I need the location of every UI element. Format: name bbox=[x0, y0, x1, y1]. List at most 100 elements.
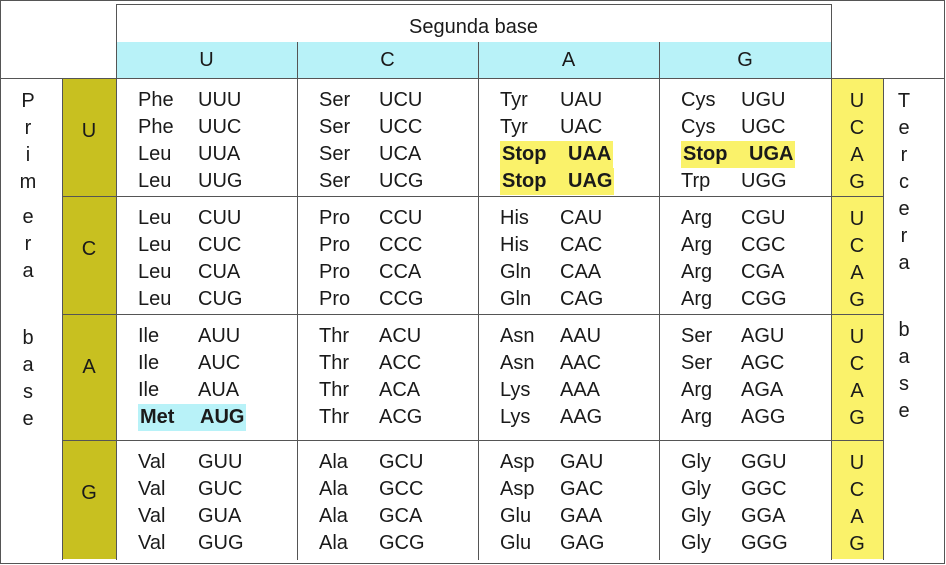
codon: UCU bbox=[379, 89, 423, 111]
codon-entry-aac: Asn AAC bbox=[500, 350, 601, 377]
codon: AUG bbox=[200, 406, 245, 428]
grid-line bbox=[478, 42, 479, 560]
amino-acid: Val bbox=[138, 532, 166, 554]
third-label-letter: e bbox=[898, 198, 910, 220]
third-base-letter: G bbox=[849, 289, 865, 311]
codon-entry-gcu: Ala GCU bbox=[319, 449, 423, 476]
codon-entry-guc: Val GUC bbox=[138, 476, 242, 503]
codon-entry-ccg: Pro CCG bbox=[319, 286, 423, 313]
first-label-letter: r bbox=[24, 233, 32, 255]
third-base-letter: U bbox=[849, 326, 865, 348]
codon: CUA bbox=[198, 261, 241, 283]
amino-acid: Tyr bbox=[500, 116, 528, 138]
codon-entry-uaa: Stop UAA bbox=[500, 141, 614, 168]
first-base-label: G bbox=[81, 482, 97, 504]
codon: AGC bbox=[741, 352, 785, 374]
codon-entry-cag: Gln CAG bbox=[500, 286, 603, 313]
third-base-letter: U bbox=[849, 208, 865, 230]
codon-entry-auc: Ile AUC bbox=[138, 350, 240, 377]
codon-entry-uuc: Phe UUC bbox=[138, 114, 241, 141]
amino-acid: Leu bbox=[138, 170, 172, 192]
amino-acid: Arg bbox=[681, 406, 713, 428]
amino-acid: Thr bbox=[319, 352, 349, 374]
codon: ACU bbox=[379, 325, 422, 347]
amino-acid: Ile bbox=[138, 379, 160, 401]
first-base-cell-c: C bbox=[62, 196, 116, 314]
first-base-label: C bbox=[81, 238, 97, 260]
codon: GUU bbox=[198, 451, 243, 473]
third-base-letter: G bbox=[849, 407, 865, 429]
codon-entry-uua: Leu UUA bbox=[138, 141, 240, 168]
amino-acid: Gln bbox=[500, 261, 532, 283]
codon: UAU bbox=[560, 89, 603, 111]
amino-acid: Ser bbox=[319, 143, 351, 165]
codon-entry-uca: Ser UCA bbox=[319, 141, 421, 168]
third-base-letter: A bbox=[850, 144, 864, 166]
amino-acid: Arg bbox=[681, 379, 713, 401]
amino-acid: Gly bbox=[681, 505, 711, 527]
amino-acid: Cys bbox=[681, 89, 716, 111]
third-base-letter: A bbox=[850, 506, 864, 528]
codon: GCA bbox=[379, 505, 423, 527]
amino-acid: Ala bbox=[319, 532, 348, 554]
third-label-letter: r bbox=[900, 225, 908, 247]
third-label-letter: r bbox=[900, 144, 908, 166]
codon-entry-ucc: Ser UCC bbox=[319, 114, 422, 141]
codon: UGU bbox=[741, 89, 786, 111]
third-label-letter: c bbox=[899, 171, 909, 193]
codon-entry-uug: Leu UUG bbox=[138, 168, 242, 195]
amino-acid: Ser bbox=[319, 170, 351, 192]
codon-entry-acc: Thr ACC bbox=[319, 350, 421, 377]
codon: GGG bbox=[741, 532, 788, 554]
third-base-letter: U bbox=[849, 90, 865, 112]
codon: UAG bbox=[568, 170, 613, 192]
codon: CGA bbox=[741, 261, 785, 283]
amino-acid: Leu bbox=[138, 143, 172, 165]
amino-acid: Pro bbox=[319, 234, 351, 256]
codon: AGU bbox=[741, 325, 785, 347]
codon: AAA bbox=[560, 379, 601, 401]
codon-entry-gug: Val GUG bbox=[138, 530, 244, 557]
codon-entry-agc: Ser AGC bbox=[681, 350, 784, 377]
amino-acid: Stop bbox=[683, 143, 728, 165]
codon: CGG bbox=[741, 288, 787, 310]
amino-acid: Gly bbox=[681, 478, 711, 500]
second-base-header-c: C bbox=[297, 42, 478, 78]
codon-entry-aug: Met AUG bbox=[138, 404, 247, 431]
codon: CAU bbox=[560, 207, 603, 229]
codon-entry-ggc: Gly GGC bbox=[681, 476, 787, 503]
codon: GUG bbox=[198, 532, 244, 554]
codon: GGU bbox=[741, 451, 787, 473]
second-base-header-a: A bbox=[478, 42, 659, 78]
codon: GUC bbox=[198, 478, 243, 500]
first-label-letter: a bbox=[22, 354, 34, 376]
amino-acid: Val bbox=[138, 451, 166, 473]
codon: CCC bbox=[379, 234, 423, 256]
codon: GAU bbox=[560, 451, 604, 473]
codon: ACG bbox=[379, 406, 423, 428]
amino-acid: His bbox=[500, 207, 529, 229]
amino-acid: Stop bbox=[502, 143, 547, 165]
grid-line bbox=[62, 440, 883, 441]
codon: GCU bbox=[379, 451, 424, 473]
codon-entry-cca: Pro CCA bbox=[319, 259, 421, 286]
codon: GGA bbox=[741, 505, 786, 527]
amino-acid: His bbox=[500, 234, 529, 256]
amino-acid: Pro bbox=[319, 261, 351, 283]
grid-line bbox=[659, 42, 660, 560]
codon-entry-ccu: Pro CCU bbox=[319, 205, 422, 232]
amino-acid: Stop bbox=[502, 170, 547, 192]
amino-acid: Glu bbox=[500, 505, 532, 527]
first-base-cell-g: G bbox=[62, 440, 116, 559]
first-base-label: U bbox=[81, 120, 97, 142]
grid-line bbox=[62, 196, 883, 197]
amino-acid: Thr bbox=[319, 379, 349, 401]
codon-entry-agu: Ser AGU bbox=[681, 323, 784, 350]
codon: CCG bbox=[379, 288, 424, 310]
amino-acid: Trp bbox=[681, 170, 711, 192]
grid-line bbox=[62, 314, 883, 315]
